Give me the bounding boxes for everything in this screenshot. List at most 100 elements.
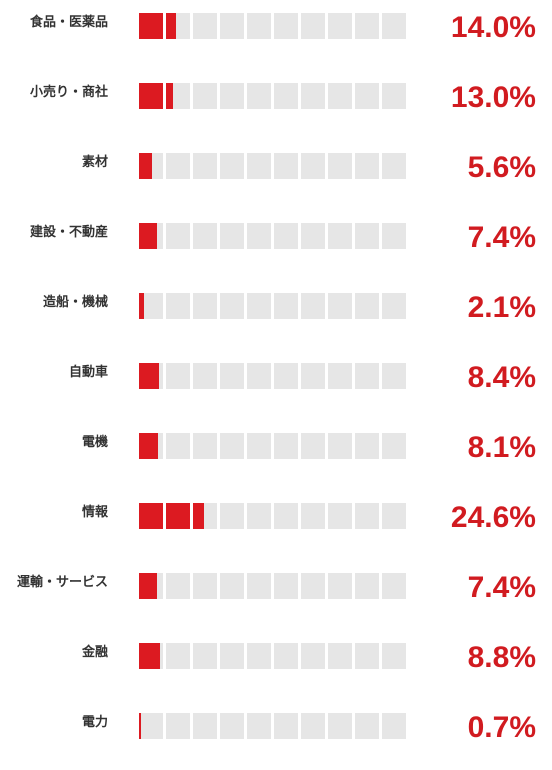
bar-cell bbox=[166, 503, 190, 529]
bar-cell bbox=[328, 293, 352, 319]
bar-cell bbox=[139, 83, 163, 109]
bar-cell bbox=[193, 643, 217, 669]
segmented-bar bbox=[139, 153, 408, 179]
bar-cell bbox=[193, 573, 217, 599]
bar-cell bbox=[139, 293, 163, 319]
value-label: 13.0% bbox=[450, 81, 536, 114]
category-label: 造船・機械 bbox=[42, 295, 108, 310]
chart-row: 造船・機械 2.1% bbox=[0, 280, 552, 350]
bar-cell bbox=[328, 363, 352, 389]
bar-cell bbox=[166, 153, 190, 179]
category-label: 小売り・商社 bbox=[29, 85, 108, 100]
bar-cell bbox=[139, 363, 163, 389]
bar-cell bbox=[274, 363, 298, 389]
bar-fill bbox=[139, 503, 163, 529]
bar-cell bbox=[193, 153, 217, 179]
bar-cell bbox=[328, 223, 352, 249]
bar-cell bbox=[382, 223, 406, 249]
segmented-bar bbox=[139, 83, 408, 109]
bar-cell bbox=[382, 573, 406, 599]
bar-cell bbox=[193, 433, 217, 459]
bar-cell bbox=[220, 643, 244, 669]
bar-cell bbox=[301, 503, 325, 529]
bar-cell bbox=[301, 643, 325, 669]
bar-fill bbox=[166, 83, 174, 109]
bar-cell bbox=[220, 433, 244, 459]
bar-cell bbox=[328, 713, 352, 739]
bar-cell bbox=[139, 643, 163, 669]
bar-cell bbox=[247, 433, 271, 459]
bar-cell bbox=[274, 433, 298, 459]
bar-cell bbox=[166, 713, 190, 739]
bar-cell bbox=[382, 713, 406, 739]
bar-fill bbox=[166, 503, 190, 529]
bar-cell bbox=[382, 503, 406, 529]
bar-cell bbox=[139, 433, 163, 459]
bar-cell bbox=[220, 83, 244, 109]
bar-cell bbox=[166, 223, 190, 249]
chart-row: 食品・医薬品 14.0% bbox=[0, 0, 552, 70]
bar-cell bbox=[355, 643, 379, 669]
bar-cell bbox=[301, 573, 325, 599]
bar-cell bbox=[220, 713, 244, 739]
bar-fill bbox=[139, 573, 157, 599]
bar-fill bbox=[193, 503, 205, 529]
chart-row: 建設・不動産 7.4% bbox=[0, 210, 552, 280]
bar-cell bbox=[274, 503, 298, 529]
chart-row: 電力 0.7% bbox=[0, 700, 552, 770]
bar-cell bbox=[166, 433, 190, 459]
bar-cell bbox=[301, 713, 325, 739]
bar-fill bbox=[139, 13, 163, 39]
bar-cell bbox=[139, 153, 163, 179]
bar-cell bbox=[166, 363, 190, 389]
bar-cell bbox=[355, 83, 379, 109]
bar-cell bbox=[139, 573, 163, 599]
chart-row: 小売り・商社 13.0% bbox=[0, 70, 552, 140]
category-label: 食品・医薬品 bbox=[29, 15, 108, 30]
bar-fill bbox=[139, 363, 160, 389]
bar-cell bbox=[328, 153, 352, 179]
segmented-bar bbox=[139, 573, 408, 599]
bar-cell bbox=[301, 83, 325, 109]
value-label: 5.6% bbox=[467, 151, 536, 184]
bar-cell bbox=[355, 713, 379, 739]
bar-cell bbox=[355, 223, 379, 249]
chart-row: 素材 5.6% bbox=[0, 140, 552, 210]
bar-cell bbox=[166, 13, 190, 39]
bar-cell bbox=[382, 153, 406, 179]
bar-fill bbox=[139, 433, 159, 459]
value-label: 14.0% bbox=[450, 11, 536, 44]
chart-row: 金融 8.8% bbox=[0, 630, 552, 700]
bar-cell bbox=[274, 223, 298, 249]
segmented-bar bbox=[139, 503, 408, 529]
category-label: 電機 bbox=[81, 435, 108, 450]
bar-fill bbox=[139, 713, 141, 739]
bar-cell bbox=[355, 293, 379, 319]
bar-cell bbox=[220, 223, 244, 249]
bar-cell bbox=[328, 83, 352, 109]
bar-cell bbox=[274, 713, 298, 739]
bar-cell bbox=[166, 643, 190, 669]
chart-row: 運輸・サービス 7.4% bbox=[0, 560, 552, 630]
bar-cell bbox=[328, 503, 352, 529]
category-label: 建設・不動産 bbox=[29, 225, 108, 240]
bar-cell bbox=[301, 433, 325, 459]
bar-cell bbox=[355, 503, 379, 529]
bar-cell bbox=[382, 13, 406, 39]
bar-cell bbox=[193, 83, 217, 109]
bar-cell bbox=[274, 153, 298, 179]
segmented-bar bbox=[139, 433, 408, 459]
bar-cell bbox=[220, 153, 244, 179]
value-label: 7.4% bbox=[467, 571, 536, 604]
chart-row: 電機 8.1% bbox=[0, 420, 552, 490]
bar-cell bbox=[139, 503, 163, 529]
bar-cell bbox=[247, 643, 271, 669]
category-label: 電力 bbox=[81, 715, 108, 730]
bar-cell bbox=[247, 13, 271, 39]
bar-cell bbox=[301, 363, 325, 389]
bar-cell bbox=[193, 713, 217, 739]
chart-row: 自動車 8.4% bbox=[0, 350, 552, 420]
bar-cell bbox=[220, 293, 244, 319]
bar-cell bbox=[355, 573, 379, 599]
bar-cell bbox=[274, 293, 298, 319]
